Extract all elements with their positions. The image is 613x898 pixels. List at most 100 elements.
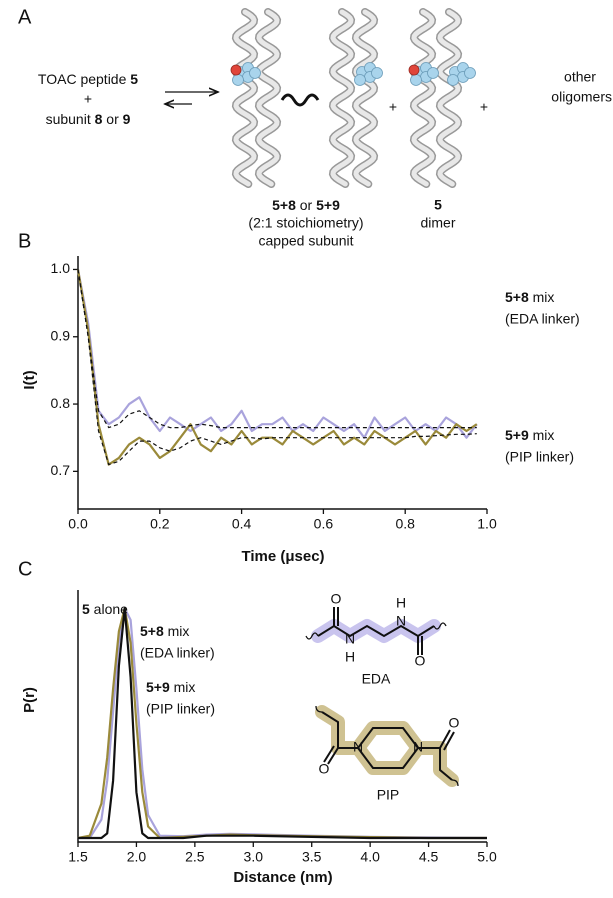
x-tick-label: 1.0: [477, 516, 497, 532]
data-line: [76, 269, 478, 466]
spin-label: [354, 74, 366, 86]
reactant-label: TOAC peptide 5: [38, 71, 138, 87]
bond-wave: [305, 622, 447, 640]
text-run: 5+9: [146, 679, 170, 695]
bond: [317, 607, 435, 655]
y-tick-label: 0.7: [51, 462, 71, 478]
product-label: oligomers: [551, 89, 612, 105]
helix: [330, 9, 354, 187]
helix: [353, 9, 377, 187]
data-line: [78, 607, 488, 840]
x-tick-label: 0.0: [68, 516, 88, 532]
helix: [233, 9, 257, 187]
text-run: subunit: [46, 111, 95, 127]
y-axis-title: I(t): [21, 370, 38, 389]
plus-sign: +: [480, 99, 488, 115]
x-tick-label: 5.0: [477, 849, 497, 865]
spin-label: [230, 64, 242, 76]
annotation: (EDA linker): [505, 311, 580, 327]
bond: [321, 711, 455, 781]
annotation: 5 alone: [82, 601, 128, 617]
x-axis-title: Time (μsec): [241, 548, 324, 565]
panel-label: A: [18, 6, 32, 28]
atom-label: H: [396, 595, 406, 611]
x-tick-label: 3.5: [302, 849, 322, 865]
text-run: 9: [123, 111, 131, 127]
text-run: 8: [95, 111, 103, 127]
spin-label: [249, 67, 261, 79]
annotation: 5+9 mix: [146, 679, 195, 695]
text-run: or: [102, 111, 122, 127]
text-run: 5+9: [505, 427, 529, 443]
structure-label: EDA: [362, 671, 391, 687]
product-label: dimer: [420, 215, 455, 231]
text-run: alone: [90, 601, 128, 617]
structure-label: PIP: [377, 787, 400, 803]
spin-label: [371, 67, 383, 79]
annotation: 5+8 mix: [505, 289, 554, 305]
text-run: mix: [529, 427, 555, 443]
product-label: other: [564, 69, 596, 85]
helix: [256, 9, 280, 187]
spin-label: [410, 74, 422, 86]
x-axis-title: Distance (nm): [233, 869, 332, 886]
text-run: 5+8: [505, 289, 529, 305]
atom-label: N: [396, 613, 406, 629]
y-tick-label: 1.0: [51, 260, 71, 276]
annotation: (PIP linker): [505, 449, 574, 465]
y-tick-label: 0.8: [51, 395, 71, 411]
axis-line: [77, 256, 487, 510]
linker: [280, 93, 320, 107]
x-tick-label: 0.6: [314, 516, 334, 532]
atom-label: N: [345, 631, 355, 647]
plus-sign: +: [84, 91, 92, 107]
text-run: or: [296, 197, 316, 213]
text-run: TOAC peptide: [38, 71, 130, 87]
data-line: [77, 269, 477, 429]
atom-label: O: [449, 715, 460, 731]
panel-label: B: [18, 230, 31, 252]
text-run: 5+8: [140, 623, 164, 639]
x-tick-label: 3.0: [244, 849, 264, 865]
atom-label: O: [415, 653, 426, 669]
bond-wave: [315, 705, 459, 787]
x-tick-label: 4.0: [360, 849, 380, 865]
helix: [411, 9, 435, 187]
plus-sign: +: [389, 99, 397, 115]
data-line: [78, 607, 487, 840]
spin-label: [427, 67, 439, 79]
data-line: [76, 269, 478, 439]
y-tick-label: 0.9: [51, 327, 71, 343]
spin-label: [447, 74, 459, 86]
x-tick-label: 0.8: [395, 516, 415, 532]
text-run: mix: [170, 679, 196, 695]
reactant-label: subunit 8 or 9: [46, 111, 131, 127]
atom-label: O: [319, 761, 330, 777]
text-run: mix: [529, 289, 555, 305]
x-tick-label: 1.5: [68, 849, 88, 865]
spin-label: [232, 74, 244, 86]
atom-label: H: [345, 649, 355, 665]
atom-label: N: [353, 739, 363, 755]
x-tick-label: 0.4: [232, 516, 252, 532]
x-tick-label: 0.2: [150, 516, 170, 532]
spin-label: [408, 64, 420, 76]
spin-label: [464, 67, 476, 79]
atom-label: O: [331, 591, 342, 607]
text-run: 5: [82, 601, 90, 617]
annotation: (EDA linker): [140, 645, 215, 661]
product-label: 5: [434, 197, 442, 213]
y-axis-title: P(r): [21, 687, 38, 713]
x-tick-label: 2.5: [185, 849, 205, 865]
annotation: (PIP linker): [146, 701, 215, 717]
data-line: [77, 269, 477, 466]
text-run: mix: [164, 623, 190, 639]
x-tick-label: 2.0: [127, 849, 147, 865]
annotation: 5+8 mix: [140, 623, 189, 639]
product-label: 5+8 or 5+9: [272, 197, 340, 213]
x-tick-label: 4.5: [419, 849, 439, 865]
panel-label: C: [18, 558, 32, 580]
product-label: (2:1 stoichiometry): [248, 215, 363, 231]
atom-label: N: [413, 739, 423, 755]
